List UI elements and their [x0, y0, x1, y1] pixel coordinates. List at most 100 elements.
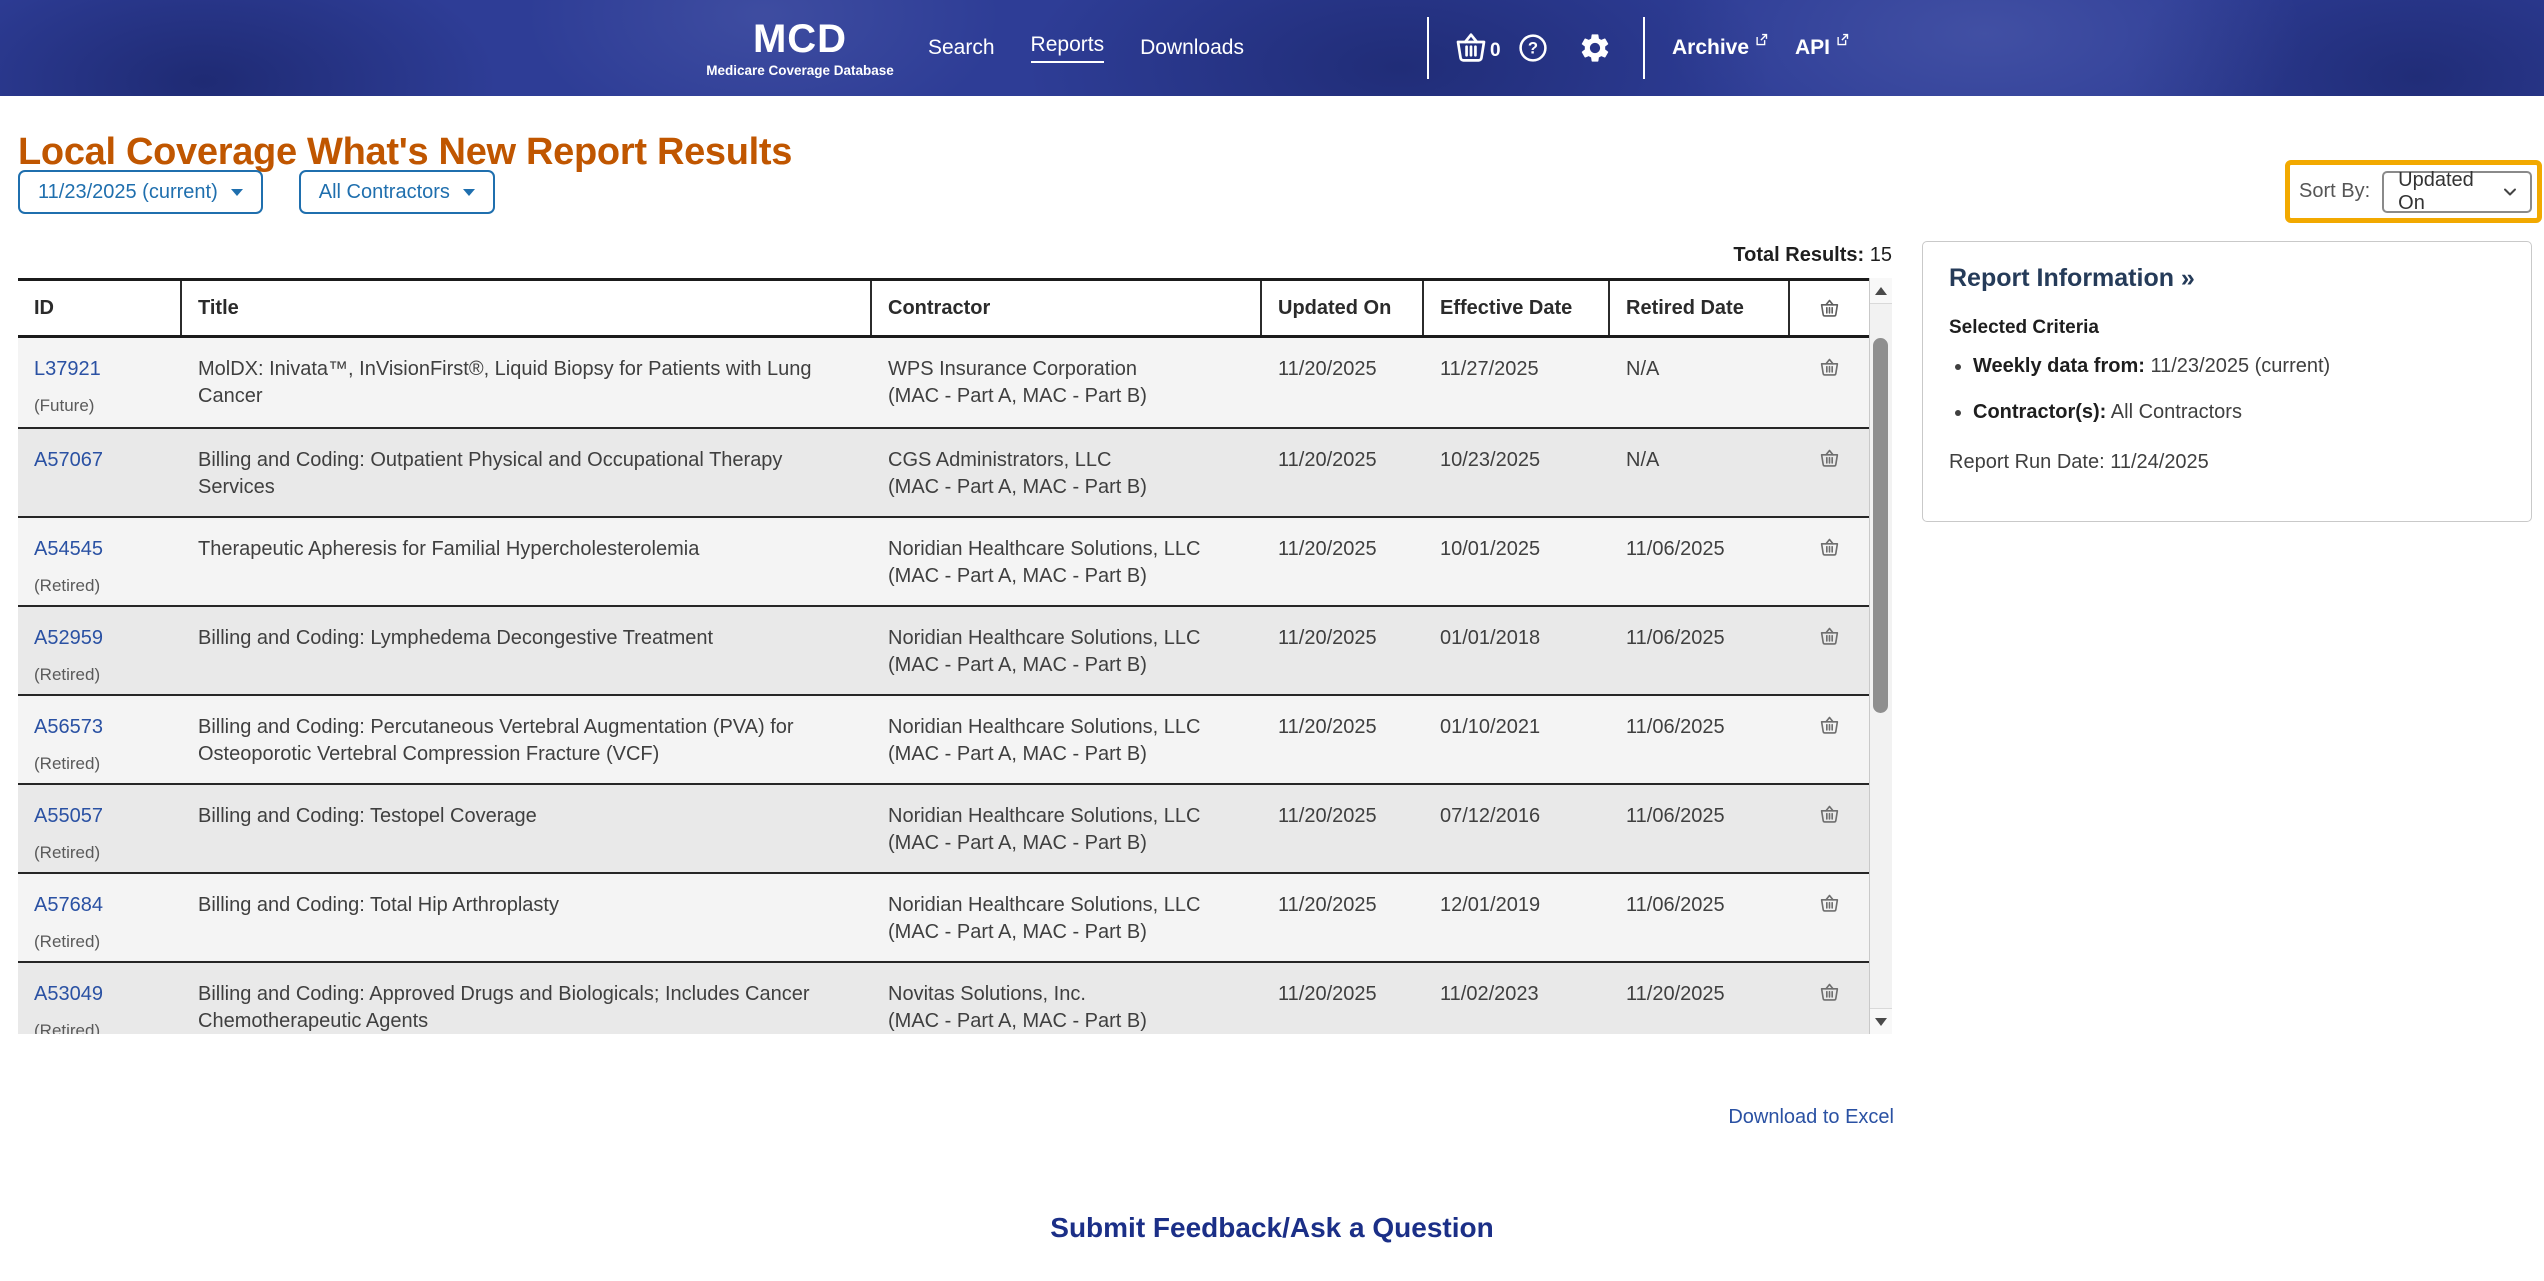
nav-downloads[interactable]: Downloads [1140, 36, 1244, 59]
week-filter-dropdown[interactable]: 11/23/2025 (current) [18, 170, 263, 214]
effective-date-cell: 11/27/2025 [1440, 358, 1539, 380]
sort-by-value: Updated On [2398, 168, 2474, 214]
effective-date-cell: 11/02/2023 [1440, 983, 1539, 1005]
help-button[interactable]: ? [1517, 0, 1549, 96]
add-to-basket-button[interactable] [1818, 892, 1841, 961]
criteria-list: Weekly data from: 11/23/2025 (current) C… [1949, 355, 2505, 424]
title-cell: Billing and Coding: Approved Drugs and B… [198, 983, 810, 1032]
top-nav: MCD Medicare Coverage Database Search Re… [0, 0, 2544, 96]
add-to-basket-button[interactable] [1818, 625, 1841, 694]
basket-icon: 0 [1452, 29, 1501, 67]
contractor-detail: (MAC - Part A, MAC - Part B) [888, 832, 1147, 854]
add-to-basket-button[interactable] [1818, 714, 1841, 783]
contractor-detail: (MAC - Part A, MAC - Part B) [888, 743, 1147, 765]
add-to-basket-button[interactable] [1818, 536, 1841, 605]
table-scrollbar[interactable] [1869, 278, 1892, 1034]
title-cell: MolDX: Inivata™, InVisionFirst®, Liquid … [198, 358, 812, 407]
page-title: Local Coverage What's New Report Results [18, 131, 793, 174]
contractor-detail: (MAC - Part A, MAC - Part B) [888, 1010, 1147, 1032]
document-id-link[interactable]: A52959 [34, 627, 103, 649]
table-body: L37921 (Future) MolDX: Inivata™, InVisio… [18, 338, 1869, 1034]
basket-cell [1790, 518, 1869, 605]
title-cell: Billing and Coding: Outpatient Physical … [198, 449, 783, 498]
archive-label: Archive [1672, 36, 1750, 59]
retired-date-cell: 11/06/2025 [1626, 805, 1725, 827]
table-row: A55057 (Retired) Billing and Coding: Tes… [18, 783, 1869, 872]
contractor-cell: Noridian Healthcare Solutions, LLC (MAC … [872, 696, 1262, 783]
basket-icon [1818, 805, 1841, 830]
criteria-item: Weekly data from: 11/23/2025 (current) [1973, 355, 2505, 378]
document-id-link[interactable]: A57067 [34, 449, 103, 471]
report-information-panel: Report Information » Selected Criteria W… [1922, 241, 2532, 522]
basket-icon [1818, 983, 1841, 1008]
id-cell: A57684 (Retired) [18, 874, 182, 961]
scroll-down-button[interactable] [1870, 1008, 1892, 1034]
title-cell: Billing and Coding: Lymphedema Decongest… [198, 627, 714, 649]
updated-on-cell: 11/20/2025 [1278, 449, 1377, 471]
column-header-retired-date: Retired Date [1610, 281, 1790, 335]
criteria-value: All Contractors [2110, 401, 2242, 423]
settings-button[interactable] [1578, 0, 1612, 96]
submit-feedback-link[interactable]: Submit Feedback/Ask a Question [1050, 1212, 1494, 1243]
effective-date-cell: 10/23/2025 [1440, 449, 1541, 471]
document-id-link[interactable]: L37921 [34, 358, 101, 380]
contractor-cell: WPS Insurance Corporation (MAC - Part A,… [872, 338, 1262, 427]
api-link[interactable]: API [1795, 0, 1850, 96]
column-header-contractor: Contractor [872, 281, 1262, 335]
contractor-cell: Noridian Healthcare Solutions, LLC (MAC … [872, 874, 1262, 961]
document-id-link[interactable]: A57684 [34, 894, 103, 916]
contractor-filter-dropdown[interactable]: All Contractors [298, 170, 495, 214]
nav-divider [1643, 17, 1645, 79]
feedback-row: Submit Feedback/Ask a Question [0, 1212, 2544, 1244]
add-to-basket-button[interactable] [1818, 447, 1841, 516]
total-results-label: Total Results: [1733, 244, 1865, 266]
contractor-detail: (MAC - Part A, MAC - Part B) [888, 565, 1147, 587]
nav-reports[interactable]: Reports [1030, 33, 1105, 63]
criteria-label: Weekly data from: [1973, 355, 2145, 377]
retired-date-cell: 11/06/2025 [1626, 716, 1725, 738]
add-to-basket-button[interactable] [1818, 356, 1841, 427]
scrollbar-thumb[interactable] [1873, 338, 1888, 713]
basket-icon [1818, 538, 1841, 563]
criteria-value: 11/23/2025 (current) [2150, 355, 2331, 377]
document-status: (Retired) [34, 843, 101, 862]
id-cell: L37921 (Future) [18, 338, 182, 427]
document-id-link[interactable]: A55057 [34, 805, 103, 827]
document-status: (Retired) [34, 754, 101, 773]
add-to-basket-button[interactable] [1818, 981, 1841, 1034]
title-cell: Billing and Coding: Percutaneous Vertebr… [198, 716, 794, 765]
contractor-name: Noridian Healthcare Solutions, LLC [888, 894, 1201, 916]
column-header-id: ID [18, 281, 182, 335]
results-table: ID Title Contractor Updated On Effective… [18, 278, 1892, 1034]
title-cell: Billing and Coding: Total Hip Arthroplas… [198, 894, 559, 916]
sort-by-highlight: Sort By: Updated On [2285, 160, 2542, 223]
archive-link[interactable]: Archive [1672, 0, 1769, 96]
id-cell: A57067 [18, 429, 182, 516]
basket-button[interactable]: 0 [1452, 0, 1501, 96]
nav-search[interactable]: Search [928, 36, 995, 59]
external-link-icon [1835, 32, 1850, 47]
document-status: (Future) [34, 396, 95, 415]
download-to-excel-link[interactable]: Download to Excel [1728, 1106, 1894, 1128]
column-header-updated-on: Updated On [1262, 281, 1424, 335]
sort-by-select[interactable]: Updated On [2382, 168, 2533, 214]
contractor-name: Noridian Healthcare Solutions, LLC [888, 716, 1201, 738]
document-id-link[interactable]: A56573 [34, 716, 103, 738]
scroll-up-button[interactable] [1870, 278, 1892, 304]
contractor-cell: Noridian Healthcare Solutions, LLC (MAC … [872, 607, 1262, 694]
table-header-row: ID Title Contractor Updated On Effective… [18, 278, 1869, 338]
primary-nav: Search Reports Downloads [928, 0, 1244, 96]
document-id-link[interactable]: A53049 [34, 983, 103, 1005]
effective-date-cell: 01/01/2018 [1440, 627, 1541, 649]
basket-cell [1790, 429, 1869, 516]
add-to-basket-button[interactable] [1818, 803, 1841, 872]
table-row: A56573 (Retired) Billing and Coding: Per… [18, 694, 1869, 783]
report-information-title[interactable]: Report Information » [1949, 264, 2195, 292]
contractor-detail: (MAC - Part A, MAC - Part B) [888, 476, 1147, 498]
mcd-logo[interactable]: MCD Medicare Coverage Database [700, 0, 900, 96]
external-link-icon [1754, 32, 1769, 47]
basket-cell [1790, 785, 1869, 872]
criteria-item: Contractor(s): All Contractors [1973, 401, 2505, 424]
document-id-link[interactable]: A54545 [34, 538, 103, 560]
caret-down-icon [230, 188, 243, 196]
